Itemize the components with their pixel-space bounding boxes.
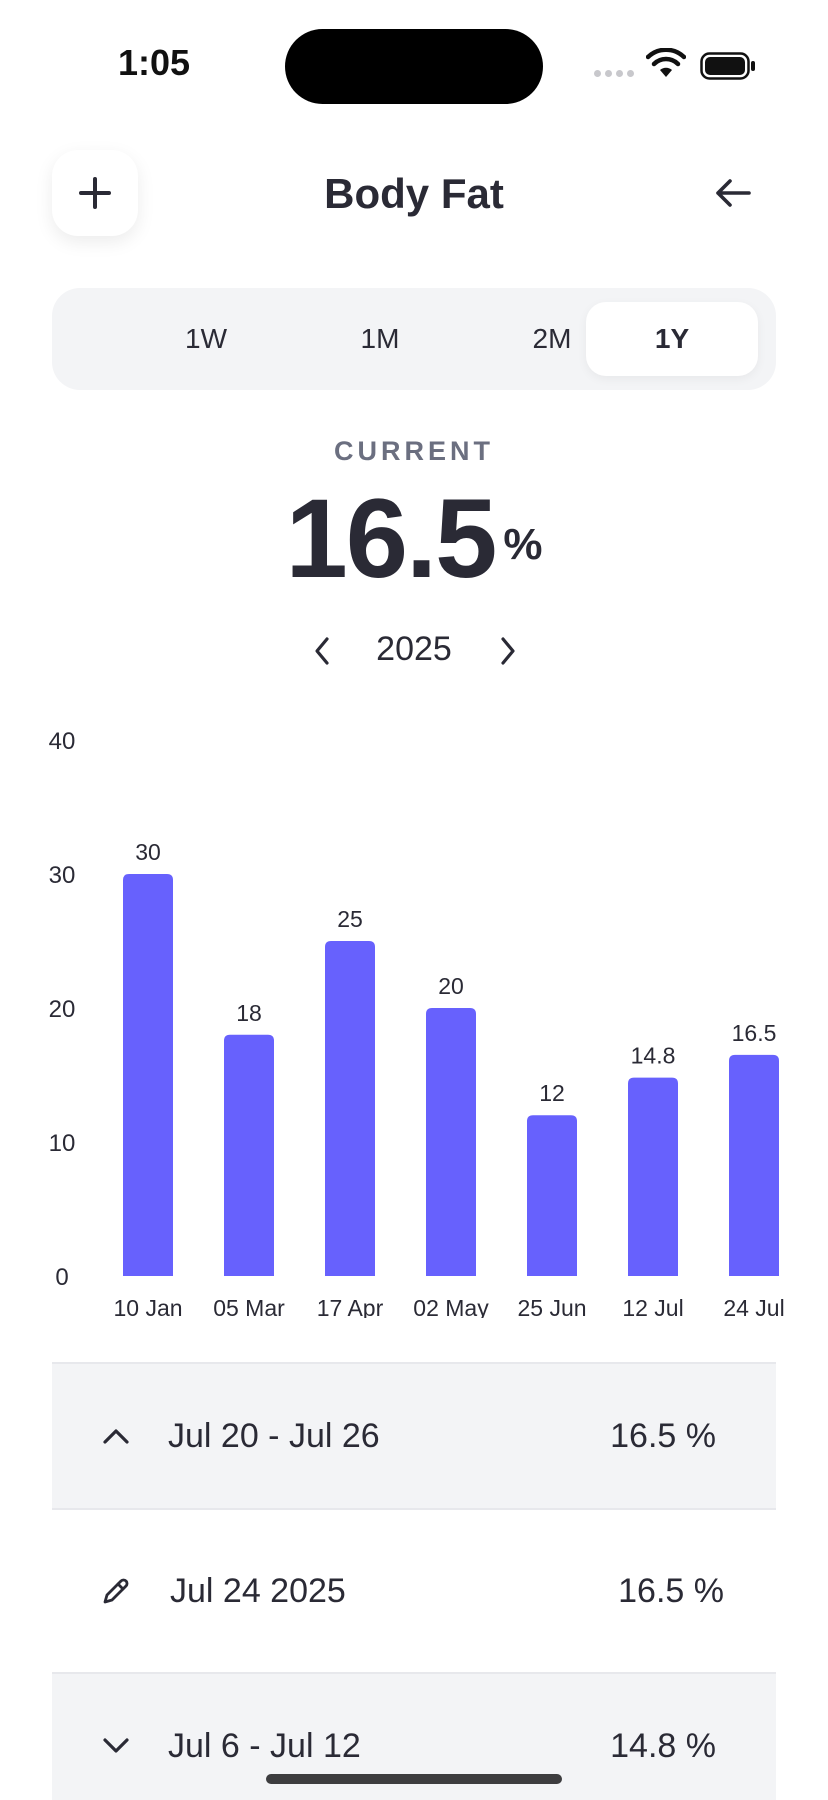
week-range-label: Jul 20 - Jul 26 (168, 1416, 380, 1455)
bar-value-label: 20 (438, 973, 464, 999)
week-average-value: 16.5 % (610, 1416, 716, 1455)
next-year-button[interactable] (488, 630, 528, 672)
current-label: CURRENT (334, 436, 494, 466)
page-title: Body Fat (324, 170, 504, 217)
bar (628, 1077, 678, 1276)
status-bar: 1:05 (0, 0, 828, 130)
bar-value-label: 30 (135, 839, 161, 865)
bar (325, 941, 375, 1276)
dynamic-island (285, 29, 543, 104)
y-tick-label: 30 (49, 862, 76, 889)
chart-canvas: 0 10 20 30 40 30 10 Jan 18 05 Mar 25 17 Apr 20 02 Ma… (49, 728, 785, 1318)
entry-row[interactable]: Jul 24 2025 16.5 % (52, 1510, 776, 1672)
week-average-value: 14.8 % (610, 1726, 716, 1765)
range-segmented-control: 1W 1M 2M 1Y (52, 288, 776, 390)
bar-value-label: 16.5 (732, 1020, 777, 1046)
entry-date-label: Jul 24 2025 (170, 1571, 346, 1610)
bar (729, 1054, 779, 1276)
bar-value-label: 18 (236, 1000, 262, 1026)
bar (224, 1034, 274, 1276)
entry-value: 16.5 % (618, 1571, 724, 1610)
pencil-icon[interactable] (98, 1573, 134, 1609)
current-unit: % (503, 520, 543, 569)
bar-value-label: 12 (539, 1080, 565, 1106)
x-tick-label: 05 Mar (213, 1295, 285, 1318)
x-tick-label: 17 Apr (317, 1295, 384, 1318)
chevron-down-icon (98, 1728, 134, 1764)
week-range-label: Jul 6 - Jul 12 (168, 1726, 361, 1765)
y-tick-label: 0 (55, 1264, 68, 1291)
range-tab-2m[interactable]: 2M (532, 323, 572, 354)
chevron-right-icon (501, 637, 515, 665)
x-tick-label: 02 May (413, 1295, 489, 1318)
x-tick-label: 10 Jan (113, 1295, 182, 1318)
history-list: Jul 20 - Jul 26 16.5 % Jul 24 2025 16.5 … (52, 1362, 776, 1800)
x-tick-label: 25 Jun (517, 1295, 586, 1318)
arrow-left-icon (716, 179, 751, 207)
current-value: 16.5 (285, 476, 497, 601)
y-tick-label: 10 (49, 1130, 76, 1157)
cellular-signal-icon (594, 70, 634, 77)
bar (426, 1008, 476, 1276)
add-button[interactable] (52, 150, 138, 236)
range-tab-1y[interactable]: 1Y (586, 302, 758, 376)
header: Body Fat (0, 140, 828, 250)
plus-icon (79, 177, 111, 209)
current-value-display: 16.5 % (0, 480, 828, 598)
chevron-up-icon (98, 1418, 134, 1454)
y-tick-label: 40 (49, 728, 76, 755)
range-tab-1m[interactable]: 1M (360, 323, 400, 354)
x-tick-label: 24 Jul (723, 1295, 784, 1318)
week-group-row[interactable]: Jul 20 - Jul 26 16.5 % (52, 1362, 776, 1510)
body-fat-bar-chart: 0 10 20 30 40 30 10 Jan 18 05 Mar 25 17 Apr 20 02 Ma… (0, 718, 828, 1318)
bar (123, 874, 173, 1276)
home-indicator (266, 1774, 562, 1784)
status-time: 1:05 (118, 42, 191, 83)
range-tab-1w[interactable]: 1W (185, 323, 227, 354)
y-tick-label: 20 (49, 996, 76, 1023)
bar-value-label: 14.8 (631, 1043, 676, 1069)
wifi-icon (646, 48, 686, 77)
bar (527, 1115, 577, 1276)
x-tick-label: 12 Jul (622, 1295, 683, 1318)
back-button[interactable] (708, 168, 758, 218)
previous-year-button[interactable] (302, 630, 342, 672)
chevron-left-icon (315, 637, 329, 665)
bar-value-label: 25 (337, 906, 363, 932)
year-label: 2025 (376, 630, 452, 668)
year-navigation: 2025 (0, 626, 828, 676)
battery-icon (700, 52, 755, 80)
